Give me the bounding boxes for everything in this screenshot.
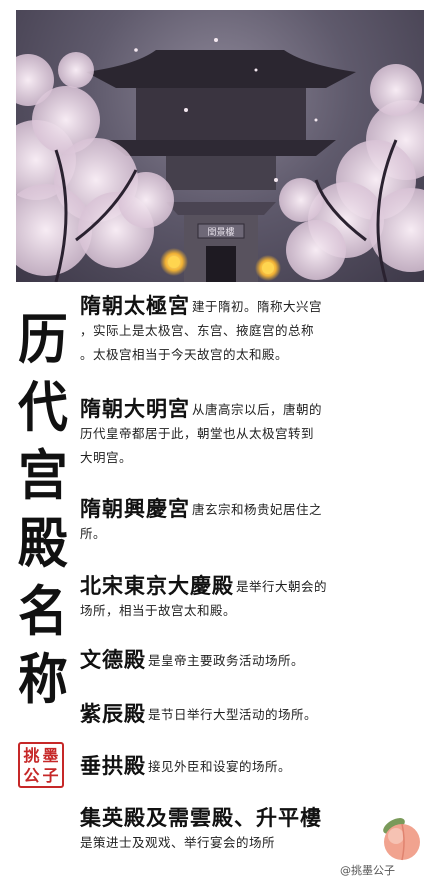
entry-name: 垂拱殿 <box>80 753 146 778</box>
vertical-title: 历 代 宫 殿 名 称 <box>14 305 72 713</box>
gate-plaque-text: 閏景樓 <box>207 226 234 238</box>
seal-char: 墨 <box>42 746 59 765</box>
entry-desc: 从唐高宗以后，唐朝的 <box>192 402 323 417</box>
peach-fruit-icon <box>372 806 430 864</box>
entry-name: 隋朝興慶宮 <box>80 496 190 521</box>
entry-xingqing-palace: 隋朝興慶宮 唐玄宗和杨贵妃居住之 所。 <box>80 497 414 546</box>
entry-taiji-palace: 隋朝太極宮 建于隋初。隋称大兴宫 ，实际上是太极宫、东宫、掖庭宫的总称 。太极宫相… <box>80 294 414 367</box>
title-char: 名 <box>18 579 68 643</box>
entry-daming-palace: 隋朝大明宮 从唐高宗以后，唐朝的 历代皇帝都居于此，朝堂也从太极宫转到 大明宫。 <box>80 397 414 470</box>
entry-jiying-hall: 集英殿及需雲殿、升平樓 是策进士及观戏、举行宴会的场所 <box>80 806 370 855</box>
entry-desc: 接见外臣和设宴的场所。 <box>148 759 292 774</box>
entry-name: 隋朝大明宮 <box>80 396 190 421</box>
entry-desc: 历代皇帝都居于此，朝堂也从太极宫转到 <box>80 426 315 441</box>
seal-char: 挑 <box>23 746 40 765</box>
hero-illustration: 閏景樓 <box>16 10 424 282</box>
seal-char: 公 <box>23 766 40 785</box>
entry-desc: 是节日举行大型活动的场所。 <box>148 707 318 722</box>
entry-chuigong-hall: 垂拱殿 接见外臣和设宴的场所。 <box>80 754 414 779</box>
entry-zichen-hall: 紫辰殿 是节日举行大型活动的场所。 <box>80 702 414 727</box>
entry-name: 紫辰殿 <box>80 701 146 726</box>
entry-daqing-hall: 北宋東京大慶殿 是举行大朝会的 场所，相当于故宫太和殿。 <box>80 574 414 623</box>
title-char: 殿 <box>18 511 68 575</box>
palace-cherry-blossom-scene: 閏景樓 <box>16 38 424 282</box>
entry-desc: 是举行大朝会的 <box>236 579 328 594</box>
title-char: 代 <box>18 375 68 439</box>
entry-desc: 建于隋初。隋称大兴宫 <box>192 299 323 314</box>
entry-desc: 所。 <box>80 526 107 541</box>
title-char: 宫 <box>18 443 68 507</box>
entry-desc: 是策进士及观戏、举行宴会的场所 <box>80 835 276 850</box>
red-seal-stamp: 挑 墨 公 子 <box>18 742 64 788</box>
entry-name: 集英殿及需雲殿、升平樓 <box>80 805 322 830</box>
entry-desc: 是皇帝主要政务活动场所。 <box>148 653 305 668</box>
entry-desc: ，实际上是太极宫、东宫、掖庭宫的总称 <box>80 323 315 338</box>
entry-desc: 场所，相当于故宫太和殿。 <box>80 603 237 618</box>
entry-name: 隋朝太極宮 <box>80 293 190 318</box>
entry-name: 文德殿 <box>80 647 146 672</box>
title-char: 历 <box>18 307 68 371</box>
entry-desc: 大明宫。 <box>80 450 133 465</box>
weibo-watermark: @挑墨公子 <box>340 864 395 877</box>
title-char: 称 <box>18 647 68 711</box>
entry-wende-hall: 文德殿 是皇帝主要政务活动场所。 <box>80 648 414 673</box>
seal-char: 子 <box>42 766 59 785</box>
entry-desc: 唐玄宗和杨贵妃居住之 <box>192 502 323 517</box>
entry-name: 北宋東京大慶殿 <box>80 573 234 598</box>
entry-desc: 。太极宫相当于今天故宫的太和殿。 <box>80 347 289 362</box>
